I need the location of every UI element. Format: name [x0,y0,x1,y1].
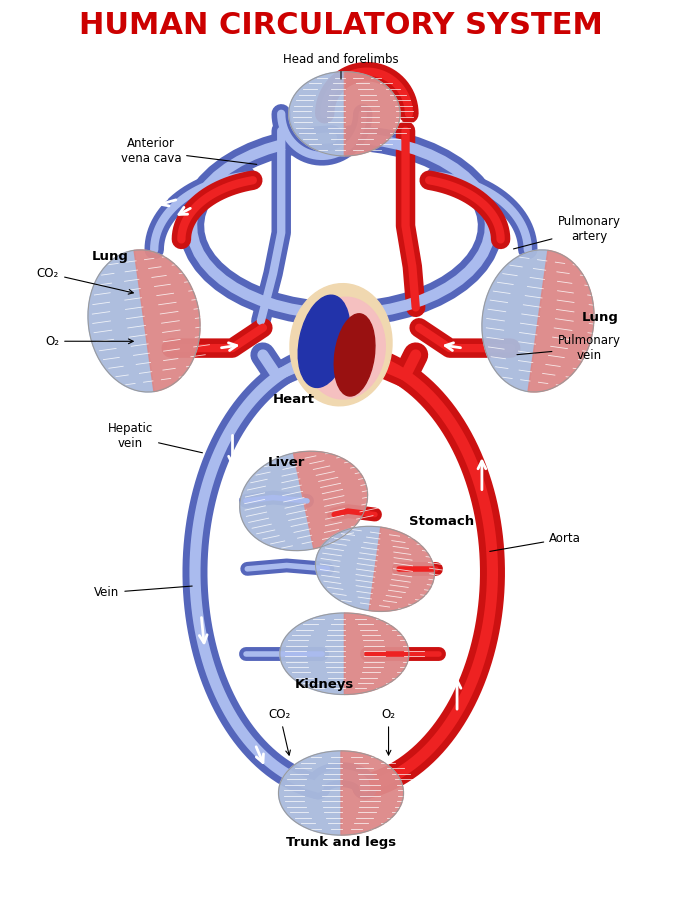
Text: CO₂: CO₂ [37,266,133,294]
Ellipse shape [303,297,385,399]
Text: Vein: Vein [94,586,192,599]
Text: Kidneys: Kidneys [295,678,354,691]
Polygon shape [341,751,404,835]
Polygon shape [528,250,594,392]
Text: Pulmonary
artery: Pulmonary artery [514,215,621,249]
Text: Pulmonary
vein: Pulmonary vein [517,334,621,362]
Text: Stomach: Stomach [409,515,474,527]
Text: Heart: Heart [272,392,314,406]
Text: Liver: Liver [268,455,306,469]
Polygon shape [88,250,154,392]
Ellipse shape [334,314,375,396]
Text: CO₂: CO₂ [269,708,291,755]
Text: Head and forelimbs: Head and forelimbs [283,53,399,79]
Polygon shape [316,526,381,610]
Polygon shape [134,250,200,392]
Polygon shape [293,451,368,549]
Polygon shape [240,453,314,551]
Polygon shape [288,72,344,156]
Text: O₂: O₂ [45,335,133,347]
Polygon shape [278,751,341,835]
Polygon shape [482,250,548,392]
Text: Hepatic
vein: Hepatic vein [108,422,203,453]
Text: Aorta: Aorta [490,532,581,552]
Polygon shape [344,613,409,695]
Polygon shape [344,72,400,156]
Text: Trunk and legs: Trunk and legs [286,836,396,849]
Text: Lung: Lung [91,250,128,263]
Polygon shape [369,527,434,611]
Text: O₂: O₂ [381,708,396,755]
Polygon shape [280,613,344,695]
Text: HUMAN CIRCULATORY SYSTEM: HUMAN CIRCULATORY SYSTEM [79,11,603,40]
Text: Anterior
vena cava: Anterior vena cava [121,137,256,165]
Ellipse shape [298,295,350,387]
Text: Lung: Lung [582,311,619,324]
Ellipse shape [290,284,392,406]
